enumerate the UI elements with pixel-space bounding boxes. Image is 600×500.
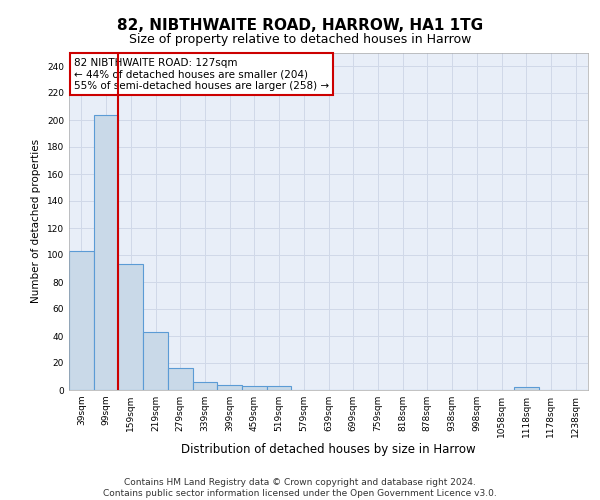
Text: 82, NIBTHWAITE ROAD, HARROW, HA1 1TG: 82, NIBTHWAITE ROAD, HARROW, HA1 1TG bbox=[117, 18, 483, 32]
Bar bbox=[143, 332, 168, 390]
Y-axis label: Number of detached properties: Number of detached properties bbox=[31, 139, 41, 304]
X-axis label: Distribution of detached houses by size in Harrow: Distribution of detached houses by size … bbox=[181, 442, 476, 456]
Bar bbox=[168, 368, 193, 390]
Bar bbox=[94, 114, 118, 390]
Bar bbox=[118, 264, 143, 390]
Bar bbox=[514, 388, 539, 390]
Bar bbox=[193, 382, 217, 390]
Bar bbox=[267, 386, 292, 390]
Bar bbox=[217, 384, 242, 390]
Text: 82 NIBTHWAITE ROAD: 127sqm
← 44% of detached houses are smaller (204)
55% of sem: 82 NIBTHWAITE ROAD: 127sqm ← 44% of deta… bbox=[74, 58, 329, 91]
Text: Contains HM Land Registry data © Crown copyright and database right 2024.
Contai: Contains HM Land Registry data © Crown c… bbox=[103, 478, 497, 498]
Bar bbox=[69, 251, 94, 390]
Bar bbox=[242, 386, 267, 390]
Text: Size of property relative to detached houses in Harrow: Size of property relative to detached ho… bbox=[129, 32, 471, 46]
